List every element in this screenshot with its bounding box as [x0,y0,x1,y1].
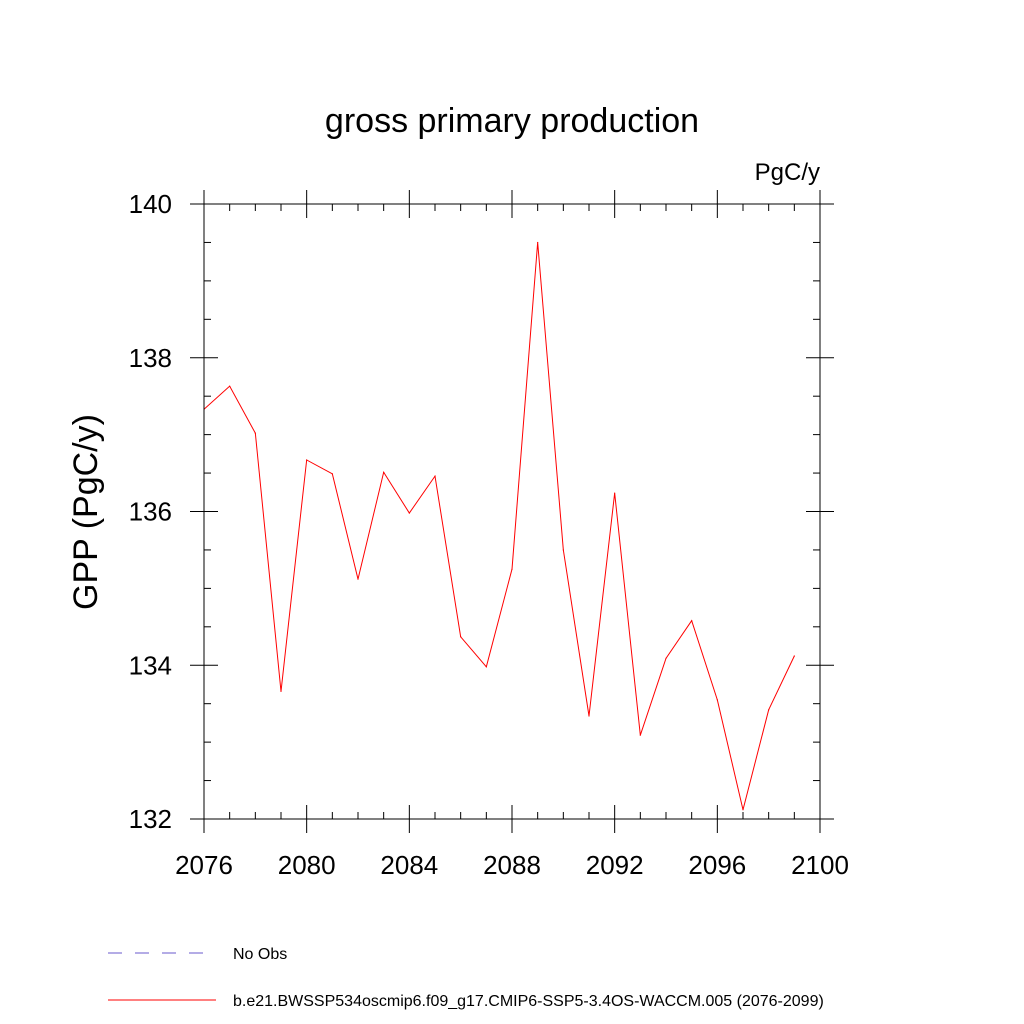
y-tick-label: 138 [129,343,172,373]
minor-ticks [204,204,820,819]
data-point [383,471,385,473]
x-tick-label: 2100 [791,850,849,880]
y-axis-label: GPP (PgC/y) [67,414,105,610]
y-tick-label: 134 [129,650,172,680]
data-point [306,459,308,461]
data-point [229,385,231,387]
data-point [614,492,616,494]
data-point [691,620,693,622]
data-point [665,657,667,659]
data-point [768,709,770,711]
series-line-0 [204,242,795,810]
y-tick-label: 132 [129,804,172,834]
legend-label-model: b.e21.BWSSP534oscmip6.f09_g17.CMIP6-SSP5… [233,993,824,1010]
data-point [254,432,256,434]
data-point [280,690,282,692]
legend-label-no-obs: No Obs [233,946,287,963]
y-tick-label: 136 [129,497,172,527]
data-point [716,699,718,701]
data-point [742,809,744,811]
data-point [434,475,436,477]
y-tick-label: 140 [129,189,172,219]
data-point [537,241,539,244]
x-tick-label: 2084 [380,850,438,880]
major-ticks [190,190,834,833]
legend: No Obs b.e21.BWSSP534oscmip6.f09_g17.CMI… [108,946,824,1010]
data-point [588,715,590,717]
x-tick-label: 2096 [688,850,746,880]
data-point [639,734,641,736]
x-tick-label: 2088 [483,850,541,880]
data-point [408,512,410,514]
plot-frame [203,203,821,820]
x-tick-label: 2080 [278,850,336,880]
data-point [793,655,795,657]
x-tick-label: 2092 [586,850,644,880]
x-tick-label: 2076 [175,850,233,880]
chart-title: gross primary production [325,102,699,140]
units-label: PgC/y [755,159,820,186]
series-layer [204,241,795,811]
data-point [485,666,487,668]
tick-labels: 2076 2080 2084 2088 2092 2096 2100 132 134 136 138… [129,189,849,880]
data-point [460,636,462,638]
data-point [511,568,513,570]
data-point [331,473,333,475]
data-point [562,549,564,551]
data-point [357,578,359,580]
